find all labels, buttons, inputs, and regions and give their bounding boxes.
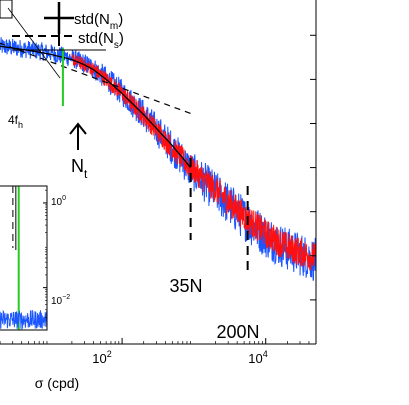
axis-ticks: [0, 34, 317, 344]
inset-ticks: [43, 189, 47, 318]
svg-text:std(Ns): std(Ns): [78, 30, 124, 51]
annotation-4fh: 4fh: [8, 113, 23, 130]
legend: std(Nm) std(Ns): [0, 0, 124, 51]
inset-panel: 100 10−2: [0, 185, 70, 331]
series-mean-line: [0, 45, 192, 169]
nt-arrow: [69, 122, 87, 150]
spectra-series: [0, 37, 316, 281]
x-tick-label-1e2: 102: [92, 349, 111, 366]
annotation-200N: 200N: [216, 322, 259, 342]
main-plot-area: [0, 7, 316, 281]
inset-ytick-label-1e0: 100: [51, 195, 66, 208]
x-tick-label-1e4: 104: [248, 349, 267, 366]
dashed-guide-line: [0, 42, 195, 116]
annotation-35N: 35N: [169, 276, 202, 296]
inset-plot-area: [0, 186, 47, 330]
legend-entry-std-Ns: std(Ns): [12, 30, 124, 51]
inset-ytick-label-1e-2: 10−2: [51, 294, 70, 307]
inset-background: [0, 186, 47, 330]
legend-label-std-Ns: std(N: [78, 30, 114, 47]
legend-entry-std-Nm: std(Nm): [44, 2, 123, 34]
inset-noise-series: [0, 309, 47, 330]
annotation-Nt: Nt: [71, 156, 88, 181]
guide-lines: [0, 7, 249, 270]
helper-line: [7, 7, 61, 79]
legend-label-std-Nm: std(N: [74, 11, 110, 28]
legend-box: [0, 0, 13, 19]
x-axis-label: σ (cpd): [35, 375, 79, 391]
svg-text:std(Nm): std(Nm): [74, 11, 123, 32]
